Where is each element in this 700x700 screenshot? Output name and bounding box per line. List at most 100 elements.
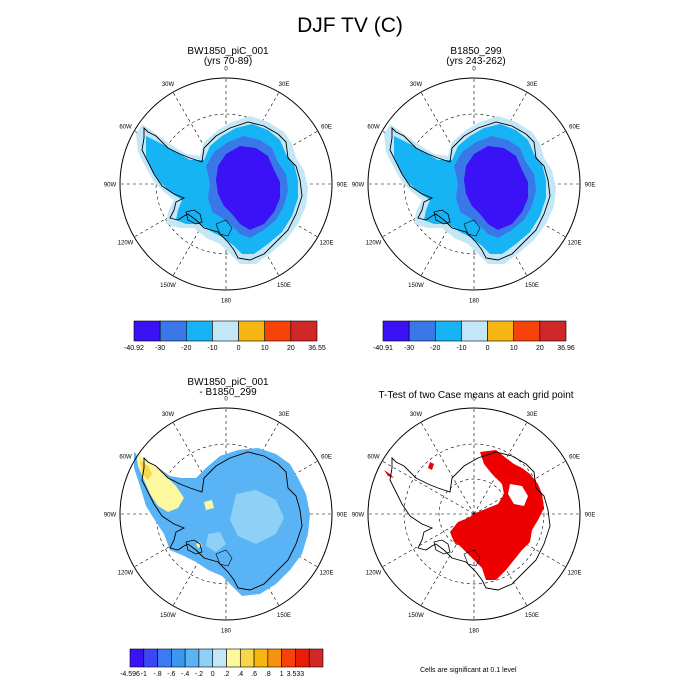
longitude-label: 180	[221, 299, 232, 305]
longitude-label: 150W	[160, 613, 176, 619]
colorbar-swatch	[461, 320, 488, 342]
longitude-label: 0	[472, 67, 476, 73]
colorbar-3: -4.596 -1 -.8 -.6 -.4 -.2 0 .2 .4 .6 .8 1 3.533	[120, 648, 324, 678]
longitude-label: 60E	[569, 455, 580, 461]
panel-1-title: BW1850_piC_001 (yrs 70-89)	[128, 47, 328, 67]
significance-note: Cells are significant at 0.1 level	[420, 667, 517, 674]
colorbar-label: 36.96	[557, 345, 575, 352]
longitude-label: 30W	[162, 82, 175, 88]
map-boundary	[367, 77, 581, 291]
latitude-circle	[403, 443, 545, 585]
colorbar-swatch	[264, 320, 292, 342]
colorbar-swatch	[295, 648, 310, 668]
map-panel-2: 0 30E 60E 90E 120E 150E 180 150W 120W 90W 60W 30W	[352, 67, 596, 305]
colorbar-swatch	[408, 320, 436, 342]
panel-2-title: B1850_299 (yrs 243-262)	[376, 47, 576, 67]
colorbar-swatch	[212, 320, 239, 342]
colorbar-swatch	[290, 320, 318, 342]
colorbar-swatch	[487, 320, 515, 342]
colorbar-label: -40.92	[124, 345, 144, 352]
longitude-label: 0	[224, 397, 228, 403]
longitude-label: 90E	[585, 183, 596, 189]
map-panel-3: 0 30E 60E 90E 120E 150E 180 150W 120W 90W 60W 30W	[104, 397, 348, 635]
longitude-label: 60W	[367, 455, 380, 461]
colorbar-label: -.8	[153, 671, 161, 678]
colorbar-swatch	[513, 320, 541, 342]
longitude-label: 60W	[367, 125, 380, 131]
colorbar-label: 0	[211, 671, 215, 678]
colorbar-swatch	[143, 648, 158, 668]
colorbar-label: -40.91	[373, 345, 393, 352]
longitude-label: 150E	[277, 613, 291, 619]
colorbar-swatch	[185, 320, 213, 342]
colorbar-swatch	[434, 320, 462, 342]
colorbar-swatch	[157, 648, 172, 668]
colorbar-label: -30	[404, 345, 414, 352]
colorbar-label: 3.533	[287, 671, 305, 678]
longitude-label: 30W	[410, 412, 423, 418]
colorbar-swatch	[226, 648, 241, 668]
colorbar-label: -20	[181, 345, 191, 352]
longitude-label: 30E	[279, 82, 290, 88]
colorbar-swatch	[253, 648, 269, 668]
colorbar-swatch	[184, 648, 200, 668]
longitude-label: 180	[469, 299, 480, 305]
longitude-label: 90W	[352, 183, 365, 189]
longitude-label: 30E	[527, 412, 538, 418]
longitude-label: 150E	[525, 283, 539, 289]
longitude-label: 90W	[352, 513, 365, 519]
colorbar-2: -40.91 -30 -20 -10 0 10 20 36.96	[373, 320, 575, 352]
colorbar-swatch	[238, 320, 266, 342]
longitude-label: 120W	[118, 571, 134, 577]
colorbar-label: 10	[261, 345, 269, 352]
map-panel-1: 0 30E 60E 90E 120E 150E 180 150W 120W 90W 60W 30W	[104, 67, 348, 305]
panel-2-title-line1: B1850_299	[450, 46, 502, 57]
longitude-label: 0	[224, 67, 228, 73]
map-panel-4: 0 30E 60E 90E 120E 150E 180 150W 120W 90W 60W 30W	[352, 397, 596, 635]
colorbar-label: 1	[280, 671, 284, 678]
longitude-label: 150W	[408, 283, 424, 289]
colorbar-swatch	[281, 648, 296, 668]
map-boundary	[119, 77, 333, 291]
colorbar-label: -10	[207, 345, 217, 352]
colorbar-label: 10	[510, 345, 518, 352]
longitude-label: 150E	[277, 283, 291, 289]
longitude-label: 0	[472, 397, 476, 403]
longitude-label: 30W	[410, 82, 423, 88]
colorbar-swatch	[129, 648, 145, 668]
panel-2-title-line2: (yrs 243-262)	[446, 56, 506, 67]
longitude-label: 60W	[119, 455, 132, 461]
longitude-label: 60W	[119, 125, 132, 131]
panel-4-title: T-Test of two Case means at each grid po…	[350, 391, 602, 401]
colorbar-swatch	[198, 648, 214, 668]
colorbar-label: 0	[237, 345, 241, 352]
panel-1-title-line2: (yrs 70-89)	[203, 56, 253, 67]
colorbar-label: -.6	[167, 671, 175, 678]
colorbar-label: 0	[486, 345, 490, 352]
panel-3-title-line1: BW1850_piC_001	[187, 377, 269, 388]
longitude-label: 150W	[160, 283, 176, 289]
longitude-label: 30E	[527, 82, 538, 88]
colorbar-swatch	[539, 320, 567, 342]
longitude-label: 180	[221, 629, 232, 635]
colorbar-label: .6	[251, 671, 257, 678]
longitude-label: 120W	[366, 571, 382, 577]
longitude-label: 90E	[337, 183, 348, 189]
longitude-label: 120E	[319, 241, 333, 247]
colorbar-label: -1	[141, 671, 147, 678]
longitude-label: 150E	[525, 613, 539, 619]
panel-1-title-line1: BW1850_piC_001	[187, 46, 269, 57]
colorbar-label: -4.596	[120, 671, 140, 678]
panel-3-title: BW1850_piC_001 - B1850_299	[128, 378, 328, 398]
colorbar-label: .2	[224, 671, 230, 678]
colorbar-label: -.4	[181, 671, 189, 678]
colorbar-1: -40.92 -30 -20 -10 0 10 20 36.55	[124, 320, 326, 352]
colorbar-label: -20	[430, 345, 440, 352]
longitude-label: 120E	[567, 571, 581, 577]
colorbar-label: 36.55	[308, 345, 326, 352]
longitude-label: 30E	[279, 412, 290, 418]
colorbar-swatch	[239, 648, 255, 668]
colorbar-swatch	[133, 320, 161, 342]
longitude-label: 120E	[567, 241, 581, 247]
